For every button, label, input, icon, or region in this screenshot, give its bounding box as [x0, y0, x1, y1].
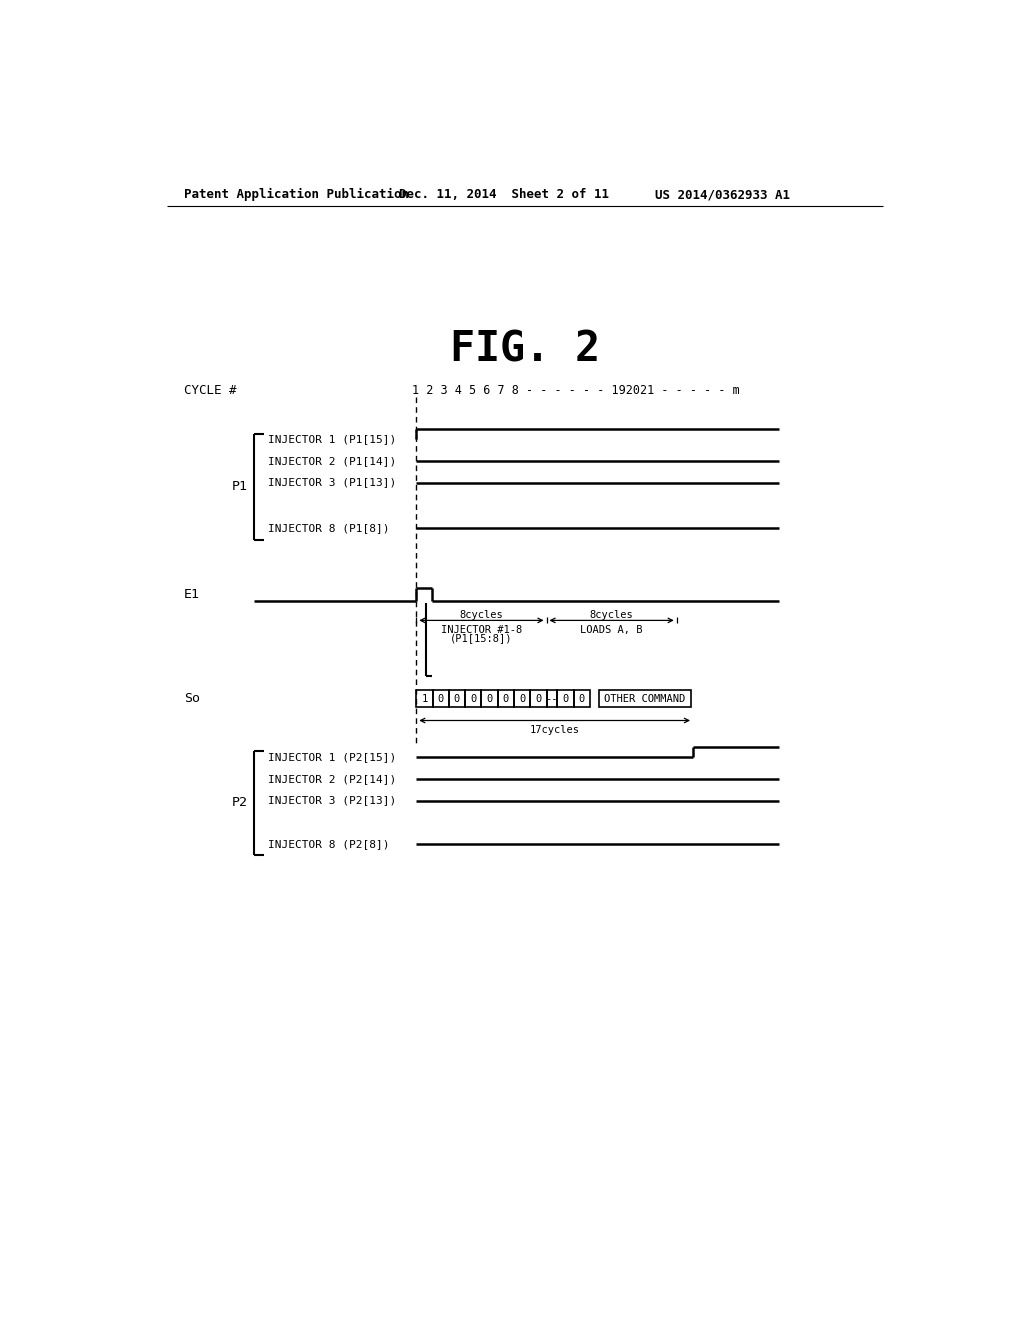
Bar: [557, 690, 573, 708]
Text: CYCLE #: CYCLE #: [183, 384, 237, 397]
Text: INJECTOR 2 (P2[14]): INJECTOR 2 (P2[14]): [267, 774, 395, 784]
Bar: [599, 690, 690, 708]
Bar: [530, 690, 547, 708]
Text: 8cycles: 8cycles: [590, 610, 634, 620]
Text: OTHER COMMAND: OTHER COMMAND: [604, 694, 685, 704]
Text: 0: 0: [470, 694, 476, 704]
Text: (P1[15:8]): (P1[15:8]): [451, 634, 513, 643]
Bar: [498, 690, 514, 708]
Bar: [417, 690, 432, 708]
Text: 0: 0: [437, 694, 443, 704]
Bar: [449, 690, 465, 708]
Text: 0: 0: [486, 694, 493, 704]
Text: INJECTOR 3 (P1[13]): INJECTOR 3 (P1[13]): [267, 478, 395, 487]
Bar: [547, 690, 557, 708]
Bar: [432, 690, 449, 708]
Text: 0: 0: [454, 694, 460, 704]
Bar: [573, 690, 590, 708]
Text: FIG. 2: FIG. 2: [450, 329, 600, 371]
Text: Dec. 11, 2014  Sheet 2 of 11: Dec. 11, 2014 Sheet 2 of 11: [399, 187, 609, 201]
Text: INJECTOR 8 (P1[8]): INJECTOR 8 (P1[8]): [267, 523, 389, 533]
Text: INJECTOR 8 (P2[8]): INJECTOR 8 (P2[8]): [267, 838, 389, 849]
Text: 17cycles: 17cycles: [529, 725, 580, 735]
Text: So: So: [183, 693, 200, 705]
Text: P1: P1: [231, 480, 248, 492]
Text: --: --: [546, 694, 558, 704]
Text: P2: P2: [231, 796, 248, 809]
Bar: [481, 690, 498, 708]
Bar: [514, 690, 530, 708]
Text: 0: 0: [536, 694, 542, 704]
Text: 1 2 3 4 5 6 7 8 - - - - - - 192021 - - - - - m: 1 2 3 4 5 6 7 8 - - - - - - 192021 - - -…: [413, 384, 740, 397]
Text: E1: E1: [183, 587, 200, 601]
Text: 0: 0: [503, 694, 509, 704]
Text: 0: 0: [579, 694, 585, 704]
Text: INJECTOR 3 (P2[13]): INJECTOR 3 (P2[13]): [267, 796, 395, 805]
Text: INJECTOR 2 (P1[14]): INJECTOR 2 (P1[14]): [267, 455, 395, 466]
Text: US 2014/0362933 A1: US 2014/0362933 A1: [655, 187, 790, 201]
Text: INJECTOR 1 (P2[15]): INJECTOR 1 (P2[15]): [267, 752, 395, 763]
Text: LOADS A, B: LOADS A, B: [581, 624, 643, 635]
Text: 0: 0: [519, 694, 525, 704]
Text: INJECTOR #1-8: INJECTOR #1-8: [440, 624, 522, 635]
Text: 0: 0: [562, 694, 568, 704]
Text: Patent Application Publication: Patent Application Publication: [183, 187, 409, 201]
Text: 8cycles: 8cycles: [460, 610, 503, 620]
Text: 1: 1: [421, 694, 428, 704]
Text: INJECTOR 1 (P1[15]): INJECTOR 1 (P1[15]): [267, 434, 395, 445]
Bar: [465, 690, 481, 708]
